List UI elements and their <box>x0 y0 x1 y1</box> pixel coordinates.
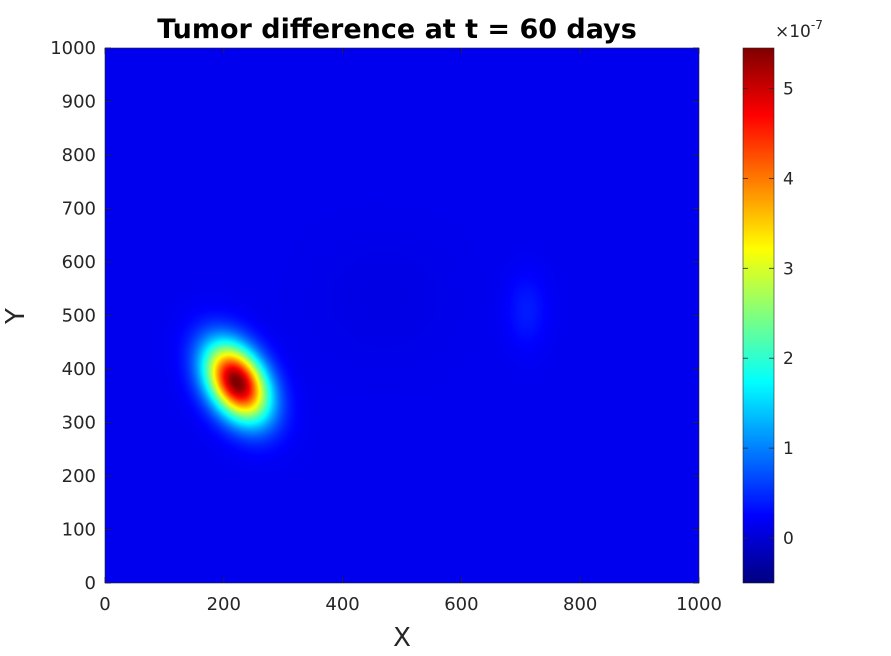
plot-area <box>104 47 700 584</box>
colorbar-tick-label: 3 <box>783 259 794 279</box>
y-tick-label: 400 <box>62 359 96 380</box>
x-tick-label: 0 <box>99 594 110 615</box>
y-tick-label: 1000 <box>50 38 96 59</box>
x-axis-label: X <box>393 623 411 653</box>
x-tick-label: 600 <box>444 594 478 615</box>
heatmap-image-holder <box>105 48 699 583</box>
y-tick-label: 800 <box>62 145 96 166</box>
x-tick-label: 200 <box>207 594 241 615</box>
colorbar-gradient <box>743 48 774 583</box>
x-tick-label: 1000 <box>676 594 722 615</box>
colorbar-tick-label: 4 <box>783 169 794 189</box>
colorbar-multiplier-exponent: -7 <box>811 18 823 32</box>
colorbar-ticks: 0 1 2 3 4 5 <box>743 79 794 549</box>
colorbar-tick-label: 1 <box>783 439 794 459</box>
y-axis-label: Y <box>1 308 31 325</box>
y-axis-ticks: 0 100 200 300 400 500 600 700 800 900 1000 <box>50 38 699 594</box>
y-tick-label: 500 <box>62 306 96 327</box>
colorbar-tick-label: 2 <box>783 349 794 369</box>
colorbar-tick-label: 5 <box>783 79 794 99</box>
colorbar-frame <box>742 47 775 584</box>
colorbar-multiplier-base: ×10 <box>775 22 811 42</box>
x-tick-label: 800 <box>563 594 597 615</box>
y-tick-label: 0 <box>85 573 96 594</box>
colorbar: 0 1 2 3 4 5 ×10-7 <box>742 18 823 584</box>
chart-title: Tumor difference at t = 60 days <box>157 14 637 45</box>
y-tick-label: 900 <box>62 92 96 113</box>
colorbar-multiplier: ×10-7 <box>775 18 823 42</box>
y-tick-label: 200 <box>62 466 96 487</box>
y-tick-label: 600 <box>62 252 96 273</box>
x-tick-label: 400 <box>325 594 359 615</box>
colorbar-gradient-holder <box>743 48 774 583</box>
colorbar-tick-label: 0 <box>783 529 794 549</box>
y-tick-label: 100 <box>62 520 96 541</box>
x-axis-ticks: 0 200 400 600 800 1000 <box>99 48 722 615</box>
heatmap <box>105 48 699 583</box>
y-tick-label: 700 <box>62 199 96 220</box>
y-tick-label: 300 <box>62 413 96 434</box>
